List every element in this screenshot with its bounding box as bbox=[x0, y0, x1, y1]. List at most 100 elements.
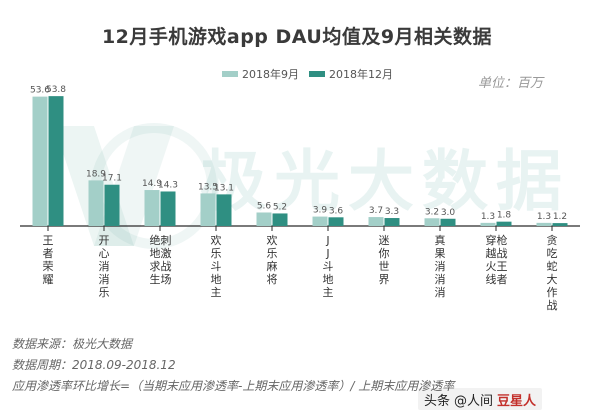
x-tick-label: 世 bbox=[379, 260, 390, 273]
x-tick-label: 主 bbox=[211, 286, 222, 299]
x-tick-label: 战 bbox=[547, 299, 558, 312]
x-tick-label: 你 bbox=[379, 247, 390, 260]
bar-dec bbox=[552, 223, 568, 226]
data-label: 1.8 bbox=[497, 211, 512, 221]
x-tick-label: 枪 bbox=[497, 233, 508, 247]
x-tick-label: 消 bbox=[435, 285, 446, 299]
bar-dec bbox=[160, 191, 176, 226]
x-tick-label: J bbox=[325, 234, 329, 247]
x-tick-label: 贪 bbox=[547, 233, 558, 247]
x-tick-label: 消 bbox=[435, 259, 446, 273]
x-tick-label: 乐 bbox=[267, 247, 278, 260]
x-tick-label: 王 bbox=[43, 234, 54, 247]
bar-sep bbox=[256, 212, 272, 226]
bar-dec bbox=[384, 218, 400, 226]
x-tick-label: 欢 bbox=[211, 233, 222, 247]
x-tick-label: 真 bbox=[435, 233, 446, 247]
note-period: 数据周期：2018.09-2018.12 bbox=[12, 358, 176, 372]
x-tick-label: 火 bbox=[486, 260, 497, 273]
bar-sep bbox=[480, 222, 496, 226]
x-tick-label: 蛇 bbox=[547, 259, 558, 273]
source-badge-handle: @人间 bbox=[454, 393, 494, 409]
data-label: 13.5 bbox=[198, 182, 218, 192]
chart-title: 12月手机游戏app DAU均值及9月相关数据 bbox=[101, 26, 493, 48]
bar-dec bbox=[104, 184, 120, 226]
data-label: 3.0 bbox=[441, 208, 456, 218]
data-label: 1.2 bbox=[553, 212, 567, 222]
bar-dec bbox=[328, 217, 344, 226]
notes: 数据来源：极光大数据 数据周期：2018.09-2018.12 应用渗透率环比增… bbox=[12, 334, 454, 397]
x-tick-label: 欢 bbox=[267, 233, 278, 247]
bar-dec bbox=[216, 194, 232, 226]
x-tick-label: 激 bbox=[161, 246, 172, 260]
data-label: 3.7 bbox=[369, 206, 383, 216]
data-label: 14.9 bbox=[142, 179, 162, 189]
data-label: 5.2 bbox=[273, 202, 287, 212]
bar-sep bbox=[200, 193, 216, 226]
data-label: 17.1 bbox=[102, 174, 122, 184]
legend-item-sep: 2018年9月 bbox=[222, 66, 299, 82]
bar-sep bbox=[32, 96, 48, 226]
bar-sep bbox=[536, 222, 552, 226]
unit-label: 单位：百万 bbox=[478, 76, 544, 91]
legend-label-sep: 2018年9月 bbox=[242, 68, 299, 81]
bar-dec bbox=[440, 218, 456, 226]
x-tick-label: 主 bbox=[323, 286, 334, 299]
source-badge-suffix: 豆星人 bbox=[497, 393, 537, 409]
data-label: 3.9 bbox=[313, 206, 328, 216]
legend: 2018年9月 2018年12月 bbox=[222, 66, 393, 82]
bar-sep bbox=[424, 218, 440, 226]
bar-sep bbox=[144, 190, 160, 226]
x-tick-label: 斗 bbox=[211, 260, 222, 273]
x-tick-label: 界 bbox=[379, 273, 390, 286]
legend-label-dec: 2018年12月 bbox=[329, 68, 393, 81]
x-tick-label: 消 bbox=[99, 272, 110, 286]
x-tick-label: 吃 bbox=[547, 247, 558, 260]
x-tick-label: 越 bbox=[486, 246, 497, 260]
x-tick-label: 场 bbox=[161, 272, 172, 286]
bar-dec bbox=[272, 213, 288, 226]
data-label: 13.1 bbox=[214, 183, 234, 193]
x-tick-label: 线 bbox=[486, 272, 497, 286]
data-label: 14.3 bbox=[158, 180, 178, 190]
data-label: 18.9 bbox=[86, 169, 106, 179]
x-tick-label: 刺 bbox=[161, 234, 172, 247]
x-tick-label: 者 bbox=[497, 273, 508, 286]
x-tick-label: 作 bbox=[547, 286, 558, 299]
bar-sep bbox=[312, 216, 328, 226]
x-tick-label: 果 bbox=[435, 247, 446, 260]
x-tick-label: 大 bbox=[547, 272, 558, 286]
x-tick-label: 求 bbox=[150, 260, 161, 273]
legend-swatch-dec bbox=[309, 71, 325, 77]
x-tick-label: 心 bbox=[99, 247, 110, 260]
x-tick-label: 耀 bbox=[43, 273, 54, 286]
x-tick-label: 消 bbox=[99, 259, 110, 273]
x-tick-label: 开 bbox=[99, 234, 110, 247]
x-tick-label: 将 bbox=[267, 273, 278, 286]
data-label: 1.3 bbox=[537, 212, 551, 222]
data-label: 1.3 bbox=[481, 212, 495, 222]
x-tick-label: 地 bbox=[211, 273, 222, 286]
x-tick-label: 战 bbox=[161, 260, 172, 273]
x-tick-label: 乐 bbox=[211, 247, 222, 260]
bar-dec bbox=[496, 221, 512, 226]
x-tick-label: 者 bbox=[43, 247, 54, 260]
x-tick-label: 迷 bbox=[379, 234, 390, 247]
bar-sep bbox=[88, 180, 104, 226]
x-tick-label: 消 bbox=[435, 272, 446, 286]
data-label: 5.6 bbox=[257, 201, 272, 211]
note-source: 数据来源：极光大数据 bbox=[12, 337, 133, 351]
x-tick-label: J bbox=[325, 247, 329, 260]
x-tick-label: 麻 bbox=[267, 259, 278, 273]
note-formula: 应用渗透率环比增长=（当期末应用渗透率-上期末应用渗透率）/ 上期末应用渗透率 bbox=[12, 379, 455, 393]
x-tick-label: 战 bbox=[497, 247, 508, 260]
x-tick-label: 地 bbox=[150, 247, 161, 260]
legend-item-dec: 2018年12月 bbox=[309, 66, 393, 82]
x-tick-label: 荣 bbox=[43, 260, 54, 273]
source-badge-prefix: 头条 bbox=[424, 393, 451, 409]
data-label: 3.3 bbox=[385, 207, 399, 217]
data-label: 53.6 bbox=[30, 86, 50, 96]
source-badge[interactable]: 头条 @人间 豆星人 bbox=[418, 388, 543, 410]
x-tick-label: 王 bbox=[497, 260, 508, 273]
